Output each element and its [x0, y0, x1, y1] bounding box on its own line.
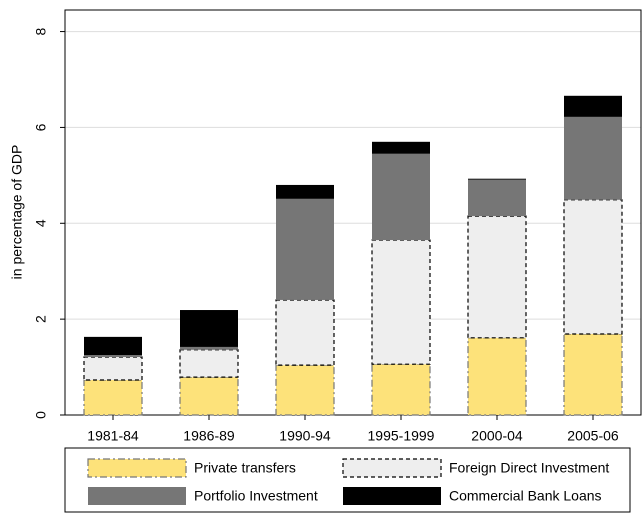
bar-segment — [371, 239, 431, 365]
bar-segment — [564, 116, 622, 200]
x-tick-label: 1990-94 — [279, 428, 331, 444]
bar-segment — [83, 356, 143, 381]
y-axis-label: in percentage of GDP — [9, 145, 25, 280]
legend-label: Portfolio Investment — [194, 488, 318, 504]
legend-label: Foreign Direct Investment — [449, 460, 609, 476]
legend-swatch — [88, 487, 186, 505]
bar-segment — [563, 333, 623, 416]
y-tick-label: 4 — [33, 219, 49, 227]
legend-label: Private transfers — [194, 460, 296, 476]
legend-swatch — [343, 487, 441, 505]
bar-segment — [276, 198, 334, 300]
bar-segment — [84, 336, 142, 356]
legend-swatch — [87, 458, 187, 478]
bar-segment — [180, 310, 238, 347]
bar-segment — [467, 215, 527, 339]
legend-swatch — [342, 458, 442, 478]
bar-segment — [84, 355, 142, 358]
bar-segment — [275, 364, 335, 416]
bar-segment — [371, 363, 431, 416]
bar-segment — [372, 153, 430, 241]
y-tick-label: 6 — [33, 123, 49, 131]
bar-segment — [564, 95, 622, 117]
x-tick-label: 1986-89 — [183, 428, 235, 444]
bar-segment — [468, 179, 526, 217]
bar-segment — [563, 199, 623, 335]
bar-segment — [179, 376, 239, 416]
bar-segment — [179, 349, 239, 378]
plot-frame — [64, 9, 642, 416]
y-tick-label: 2 — [33, 315, 49, 323]
x-tick-label: 1995-1999 — [368, 428, 435, 444]
bar-segment — [468, 178, 526, 180]
bar-segment — [83, 379, 143, 416]
y-tick-label: 0 — [33, 411, 49, 419]
x-tick-label: 1981-84 — [87, 428, 139, 444]
y-tick-label: 8 — [33, 27, 49, 35]
x-tick-label: 2000-04 — [471, 428, 523, 444]
bar-segment — [467, 337, 527, 416]
bar-segment — [372, 141, 430, 154]
bar-segment — [276, 184, 334, 199]
x-tick-label: 2005-06 — [567, 428, 619, 444]
bar-segment — [275, 299, 335, 366]
bar-segment — [180, 346, 238, 350]
legend-label: Commercial Bank Loans — [449, 488, 602, 504]
